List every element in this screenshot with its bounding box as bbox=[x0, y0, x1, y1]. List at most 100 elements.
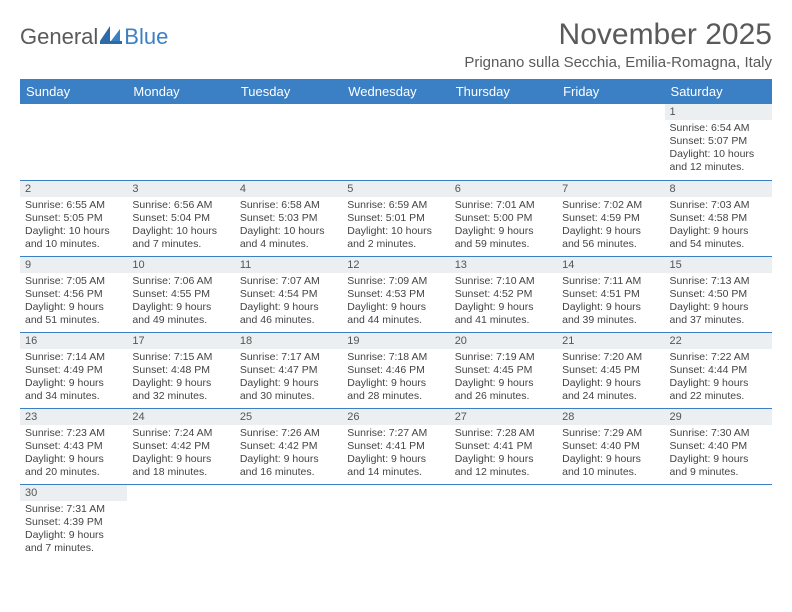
day-body: Sunrise: 7:02 AMSunset: 4:59 PMDaylight:… bbox=[557, 197, 664, 256]
sunset-text: Sunset: 4:49 PM bbox=[25, 364, 122, 377]
daylight-text: Daylight: 10 hours and 4 minutes. bbox=[240, 225, 337, 251]
sunset-text: Sunset: 4:42 PM bbox=[132, 440, 229, 453]
daylight-text: Daylight: 9 hours and 28 minutes. bbox=[347, 377, 444, 403]
sunrise-text: Sunrise: 7:06 AM bbox=[132, 275, 229, 288]
calendar-cell bbox=[557, 104, 664, 180]
day-body: Sunrise: 6:55 AMSunset: 5:05 PMDaylight:… bbox=[20, 197, 127, 256]
calendar-cell: 14Sunrise: 7:11 AMSunset: 4:51 PMDayligh… bbox=[557, 256, 664, 332]
day-number: 9 bbox=[20, 257, 127, 273]
calendar-cell: 30Sunrise: 7:31 AMSunset: 4:39 PMDayligh… bbox=[20, 484, 127, 560]
sunrise-text: Sunrise: 7:15 AM bbox=[132, 351, 229, 364]
day-number: 19 bbox=[342, 333, 449, 349]
sunset-text: Sunset: 5:03 PM bbox=[240, 212, 337, 225]
calendar-cell bbox=[235, 484, 342, 560]
calendar-table: Sunday Monday Tuesday Wednesday Thursday… bbox=[20, 79, 772, 560]
calendar-cell: 13Sunrise: 7:10 AMSunset: 4:52 PMDayligh… bbox=[450, 256, 557, 332]
day-body: Sunrise: 7:23 AMSunset: 4:43 PMDaylight:… bbox=[20, 425, 127, 484]
sunset-text: Sunset: 5:07 PM bbox=[670, 135, 767, 148]
calendar-cell bbox=[127, 104, 234, 180]
sunset-text: Sunset: 5:01 PM bbox=[347, 212, 444, 225]
daylight-text: Daylight: 9 hours and 14 minutes. bbox=[347, 453, 444, 479]
sunset-text: Sunset: 4:40 PM bbox=[670, 440, 767, 453]
daylight-text: Daylight: 9 hours and 49 minutes. bbox=[132, 301, 229, 327]
day-number: 21 bbox=[557, 333, 664, 349]
day-number: 18 bbox=[235, 333, 342, 349]
sunset-text: Sunset: 4:44 PM bbox=[670, 364, 767, 377]
calendar-cell bbox=[235, 104, 342, 180]
calendar-cell: 20Sunrise: 7:19 AMSunset: 4:45 PMDayligh… bbox=[450, 332, 557, 408]
day-body: Sunrise: 7:26 AMSunset: 4:42 PMDaylight:… bbox=[235, 425, 342, 484]
sunrise-text: Sunrise: 7:01 AM bbox=[455, 199, 552, 212]
sunset-text: Sunset: 4:47 PM bbox=[240, 364, 337, 377]
weekday-header: Sunday bbox=[20, 79, 127, 104]
sunset-text: Sunset: 4:56 PM bbox=[25, 288, 122, 301]
daylight-text: Daylight: 9 hours and 30 minutes. bbox=[240, 377, 337, 403]
daylight-text: Daylight: 9 hours and 44 minutes. bbox=[347, 301, 444, 327]
weekday-header: Monday bbox=[127, 79, 234, 104]
calendar-cell: 8Sunrise: 7:03 AMSunset: 4:58 PMDaylight… bbox=[665, 180, 772, 256]
sunset-text: Sunset: 4:39 PM bbox=[25, 516, 122, 529]
sunset-text: Sunset: 4:45 PM bbox=[455, 364, 552, 377]
sunrise-text: Sunrise: 7:24 AM bbox=[132, 427, 229, 440]
sunrise-text: Sunrise: 6:54 AM bbox=[670, 122, 767, 135]
daylight-text: Daylight: 9 hours and 16 minutes. bbox=[240, 453, 337, 479]
sunrise-text: Sunrise: 7:27 AM bbox=[347, 427, 444, 440]
sunrise-text: Sunrise: 7:19 AM bbox=[455, 351, 552, 364]
day-body: Sunrise: 7:03 AMSunset: 4:58 PMDaylight:… bbox=[665, 197, 772, 256]
sunrise-text: Sunrise: 7:20 AM bbox=[562, 351, 659, 364]
calendar-row: 2Sunrise: 6:55 AMSunset: 5:05 PMDaylight… bbox=[20, 180, 772, 256]
day-body: Sunrise: 7:01 AMSunset: 5:00 PMDaylight:… bbox=[450, 197, 557, 256]
day-body: Sunrise: 7:28 AMSunset: 4:41 PMDaylight:… bbox=[450, 425, 557, 484]
calendar-cell: 27Sunrise: 7:28 AMSunset: 4:41 PMDayligh… bbox=[450, 408, 557, 484]
calendar-cell bbox=[665, 484, 772, 560]
daylight-text: Daylight: 10 hours and 12 minutes. bbox=[670, 148, 767, 174]
sunrise-text: Sunrise: 6:58 AM bbox=[240, 199, 337, 212]
day-number: 29 bbox=[665, 409, 772, 425]
day-body: Sunrise: 7:20 AMSunset: 4:45 PMDaylight:… bbox=[557, 349, 664, 408]
calendar-cell: 6Sunrise: 7:01 AMSunset: 5:00 PMDaylight… bbox=[450, 180, 557, 256]
day-number: 1 bbox=[665, 104, 772, 120]
calendar-cell: 10Sunrise: 7:06 AMSunset: 4:55 PMDayligh… bbox=[127, 256, 234, 332]
day-body: Sunrise: 7:14 AMSunset: 4:49 PMDaylight:… bbox=[20, 349, 127, 408]
day-number: 7 bbox=[557, 181, 664, 197]
calendar-cell: 15Sunrise: 7:13 AMSunset: 4:50 PMDayligh… bbox=[665, 256, 772, 332]
day-number: 13 bbox=[450, 257, 557, 273]
weekday-header: Thursday bbox=[450, 79, 557, 104]
day-body: Sunrise: 7:10 AMSunset: 4:52 PMDaylight:… bbox=[450, 273, 557, 332]
sunset-text: Sunset: 4:53 PM bbox=[347, 288, 444, 301]
calendar-cell: 18 Sunrise: 7:17 AMSunset: 4:47 PMDayligh… bbox=[235, 332, 342, 408]
day-body: Sunrise: 7:30 AMSunset: 4:40 PMDaylight:… bbox=[665, 425, 772, 484]
sunset-text: Sunset: 4:46 PM bbox=[347, 364, 444, 377]
sunset-text: Sunset: 4:40 PM bbox=[562, 440, 659, 453]
sunrise-text: Sunrise: 6:59 AM bbox=[347, 199, 444, 212]
brand-part2: Blue bbox=[124, 24, 168, 50]
day-body: Sunrise: 7:18 AMSunset: 4:46 PMDaylight:… bbox=[342, 349, 449, 408]
day-number: 24 bbox=[127, 409, 234, 425]
calendar-cell: 21Sunrise: 7:20 AMSunset: 4:45 PMDayligh… bbox=[557, 332, 664, 408]
calendar-cell: 24Sunrise: 7:24 AMSunset: 4:42 PMDayligh… bbox=[127, 408, 234, 484]
day-body: Sunrise: 6:54 AMSunset: 5:07 PMDaylight:… bbox=[665, 120, 772, 179]
daylight-text: Daylight: 9 hours and 56 minutes. bbox=[562, 225, 659, 251]
sunrise-text: Sunrise: 7:10 AM bbox=[455, 275, 552, 288]
day-body: Sunrise: 7:24 AMSunset: 4:42 PMDaylight:… bbox=[127, 425, 234, 484]
daylight-text: Daylight: 10 hours and 2 minutes. bbox=[347, 225, 444, 251]
weekday-header: Friday bbox=[557, 79, 664, 104]
day-body: Sunrise: 7:06 AMSunset: 4:55 PMDaylight:… bbox=[127, 273, 234, 332]
calendar-row: 23Sunrise: 7:23 AMSunset: 4:43 PMDayligh… bbox=[20, 408, 772, 484]
sunrise-text: Sunrise: 7:18 AM bbox=[347, 351, 444, 364]
calendar-cell: 22Sunrise: 7:22 AMSunset: 4:44 PMDayligh… bbox=[665, 332, 772, 408]
calendar-cell: 19Sunrise: 7:18 AMSunset: 4:46 PMDayligh… bbox=[342, 332, 449, 408]
day-number: 6 bbox=[450, 181, 557, 197]
day-number: 16 bbox=[20, 333, 127, 349]
sunrise-text: Sunrise: 7:26 AM bbox=[240, 427, 337, 440]
daylight-text: Daylight: 9 hours and 12 minutes. bbox=[455, 453, 552, 479]
sunrise-text: Sunrise: 7:17 AM bbox=[240, 351, 337, 364]
daylight-text: Daylight: 9 hours and 39 minutes. bbox=[562, 301, 659, 327]
sunrise-text: Sunrise: 7:29 AM bbox=[562, 427, 659, 440]
brand-logo: General Blue bbox=[20, 24, 168, 50]
day-body: Sunrise: 6:58 AMSunset: 5:03 PMDaylight:… bbox=[235, 197, 342, 256]
sunrise-text: Sunrise: 7:03 AM bbox=[670, 199, 767, 212]
day-number: 20 bbox=[450, 333, 557, 349]
calendar-cell: 25Sunrise: 7:26 AMSunset: 4:42 PMDayligh… bbox=[235, 408, 342, 484]
calendar-cell: 3Sunrise: 6:56 AMSunset: 5:04 PMDaylight… bbox=[127, 180, 234, 256]
